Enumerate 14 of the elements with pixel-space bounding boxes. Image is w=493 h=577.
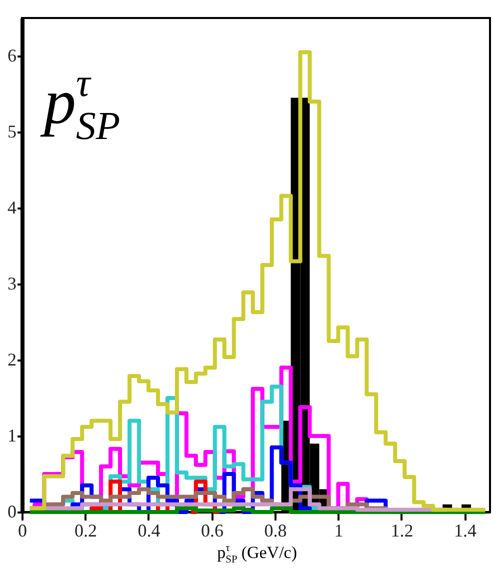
x-tick-label: 0.8 (264, 520, 287, 540)
x-tick-label: 0.6 (200, 520, 224, 540)
y-tick-label: 4 (8, 198, 16, 218)
x-tick-label: 1 (334, 520, 344, 540)
y-tick-label: 3 (8, 274, 16, 294)
x-tick-label: 0.4 (138, 520, 160, 540)
y-tick-label: 0 (8, 502, 16, 522)
y-tick-label: 1 (8, 426, 16, 446)
y-tick-label: 5 (8, 122, 16, 142)
x-tick-label: 0.2 (74, 520, 97, 540)
x-tick-label: 1.2 (390, 520, 414, 540)
y-tick-label: 6 (8, 46, 16, 66)
y-tick-label: 2 (8, 350, 16, 370)
x-tick-label: 1.4 (454, 520, 476, 540)
